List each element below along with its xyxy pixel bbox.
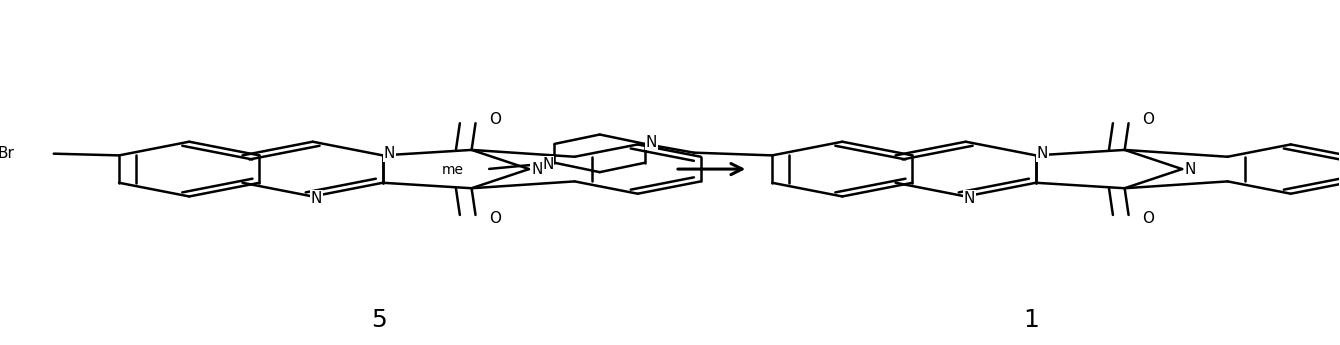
Text: Br: Br [0, 146, 15, 161]
Text: O: O [1142, 112, 1154, 127]
Text: 5: 5 [371, 308, 386, 332]
Text: N: N [1185, 161, 1195, 177]
Text: N: N [543, 157, 553, 171]
Text: N: N [646, 135, 657, 150]
Text: O: O [489, 112, 501, 127]
Text: N: N [311, 191, 322, 206]
Text: O: O [489, 211, 501, 226]
Text: N: N [1037, 146, 1048, 161]
Text: N: N [963, 191, 976, 206]
Text: 1: 1 [1024, 308, 1040, 332]
Text: me: me [442, 163, 464, 177]
Text: N: N [383, 146, 395, 161]
Text: O: O [1142, 211, 1154, 226]
Text: N: N [531, 161, 543, 177]
